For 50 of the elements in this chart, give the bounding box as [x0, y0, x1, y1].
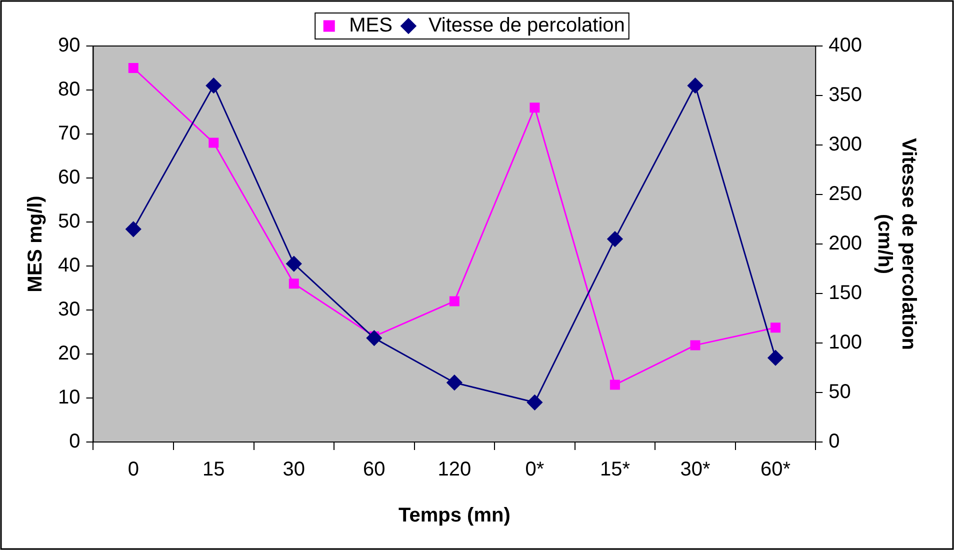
point: [687, 78, 703, 94]
point: [770, 322, 780, 333]
legend-label: Vitesse de percolation: [428, 14, 625, 37]
x-tick-label: 0*: [525, 458, 544, 481]
point: [126, 221, 142, 237]
y2-tick-label: 50: [828, 381, 851, 404]
y2-tick-label: 400: [828, 34, 862, 57]
point: [530, 102, 540, 113]
y2-tick-label: 0: [828, 430, 840, 453]
x-tick-label: 30*: [680, 458, 710, 481]
point: [128, 63, 138, 73]
y2-tick-label: 150: [828, 282, 862, 304]
point: [526, 394, 542, 410]
point: [607, 231, 623, 247]
y-tick-label: 10: [58, 386, 80, 409]
y2-axis-title: Vitesse de percolation (cm/h): [873, 138, 920, 350]
x-tick-label: 60*: [760, 458, 791, 481]
point: [206, 78, 222, 94]
legend-label: MES: [349, 14, 392, 37]
point: [288, 278, 299, 289]
point: [690, 340, 700, 350]
y-tick-label: 20: [58, 342, 80, 365]
y-tick-label: 80: [58, 78, 80, 101]
x-axis-title: Temps (mn): [398, 504, 510, 527]
y-tick-label: 90: [58, 34, 80, 57]
y2-tick-label: 250: [828, 183, 862, 206]
point: [286, 256, 302, 272]
y-tick-label: 40: [58, 254, 80, 277]
y2-tick-label: 350: [828, 84, 862, 106]
point: [208, 138, 219, 148]
y2-tick-label: 200: [828, 232, 862, 255]
point: [768, 350, 784, 366]
x-tick-label: 120: [438, 458, 472, 481]
y-tick-label: 50: [58, 210, 80, 233]
x-tick-label: 15: [202, 458, 225, 481]
y-axis-title: MES mg/l): [24, 196, 47, 292]
x-tick-label: 15*: [600, 458, 630, 481]
y2-tick-label: 300: [828, 134, 862, 156]
x-tick-label: 30: [282, 458, 306, 481]
y-tick-label: 70: [58, 122, 80, 145]
y2-tick-label: 100: [828, 332, 862, 354]
point: [446, 374, 462, 390]
x-tick-label: 60: [363, 458, 386, 481]
x-tick-label: 0: [128, 458, 139, 481]
point: [366, 330, 382, 346]
point: [610, 380, 620, 390]
y-tick-label: 0: [69, 430, 80, 453]
y-tick-label: 60: [58, 166, 80, 189]
y-tick-label: 30: [58, 298, 80, 321]
point: [449, 296, 460, 306]
